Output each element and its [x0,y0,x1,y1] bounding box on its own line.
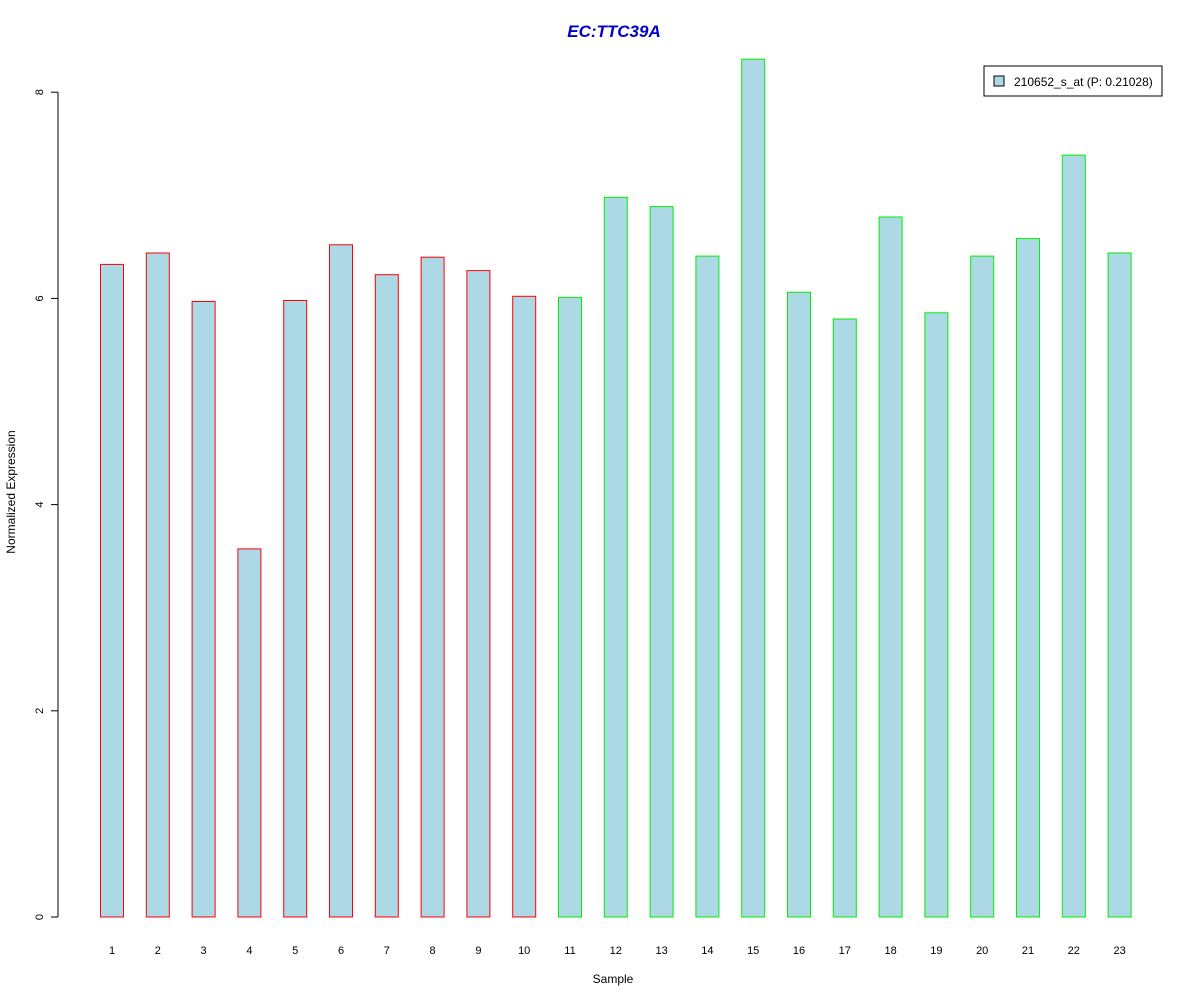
y-tick-label: 4 [34,502,46,508]
legend-box [983,65,1163,97]
x-tick-label: 19 [930,945,942,957]
x-tick-label: 3 [201,945,207,957]
x-tick-label: 9 [475,945,481,957]
bar-sample-4 [237,548,262,918]
bar-sample-11 [558,296,582,918]
bar-sample-14 [695,255,720,918]
bar-sample-15 [741,58,766,918]
bar-sample-5 [283,300,308,918]
bar-sample-7 [374,274,399,918]
bar-sample-9 [466,270,491,918]
x-tick-label: 2 [155,945,161,957]
x-tick-labels: 1 2 3 4 5 6 7 8 9 10 11 12 13 14 15 16 17 18 19 20 21 22 23 [109,945,1126,957]
x-tick-label: 17 [839,945,851,957]
x-tick-label: 21 [1022,945,1034,957]
x-tick-label: 12 [610,945,622,957]
y-tick-label: 6 [34,295,46,301]
chart-title: EC:TTC39A [567,22,661,41]
bar-sample-12 [603,196,628,918]
x-axis-label: Sample [593,972,634,986]
y-axis: 0 2 4 6 8 [34,89,59,920]
bar-sample-22 [1061,154,1086,918]
bar-sample-13 [649,206,674,918]
x-tick-label: 20 [976,945,988,957]
x-tick-label: 14 [701,945,713,957]
x-tick-label: 22 [1068,945,1080,957]
bar-sample-8 [420,256,445,918]
x-tick-label: 16 [793,945,805,957]
x-tick-label: 15 [747,945,759,957]
legend-swatch [993,75,1005,87]
bar-sample-16 [787,291,811,918]
bar-sample-10 [512,295,537,918]
x-tick-label: 1 [109,945,115,957]
bar-sample-20 [970,255,995,918]
x-tick-label: 4 [246,945,252,957]
bar-sample-1 [100,263,124,918]
x-tick-label: 5 [292,945,298,957]
x-tick-label: 11 [564,945,575,957]
x-tick-label: 6 [338,945,344,957]
y-axis-label: Normalized Expression [4,430,18,553]
x-tick-label: 18 [884,945,896,957]
y-tick-label: 2 [34,708,46,714]
x-tick-label: 7 [384,945,390,957]
bar-sample-23 [1107,252,1132,918]
x-tick-label: 13 [655,945,667,957]
x-tick-label: 8 [430,945,436,957]
bar-sample-19 [924,312,949,918]
bar-sample-17 [832,318,857,918]
x-tick-label: 23 [1113,945,1125,957]
bars [100,58,1132,918]
bar-sample-6 [329,244,353,918]
y-tick-label: 8 [34,89,46,95]
legend: 210652_s_at (P: 0.21028) [983,65,1163,97]
y-tick-label: 0 [34,914,46,920]
legend-label: 210652_s_at (P: 0.21028) [1014,75,1153,89]
bar-sample-21 [1016,238,1040,918]
x-tick-label: 10 [518,945,530,957]
bar-sample-2 [145,252,170,918]
bar-sample-18 [878,216,903,918]
bar-sample-3 [191,301,216,918]
